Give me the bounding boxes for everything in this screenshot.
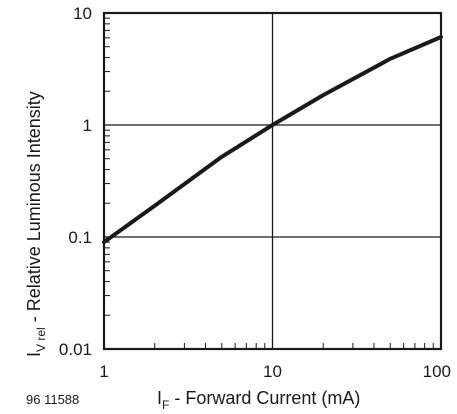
y-tick-label: 10 xyxy=(73,4,92,23)
x-axis-label: IF - Forward Current (mA) xyxy=(157,388,360,412)
y-tick-label: 0.01 xyxy=(59,340,92,359)
figure-id: 96 11588 xyxy=(26,392,79,407)
x-tick-labels: 1 10 100 xyxy=(99,362,451,381)
series-line xyxy=(102,35,443,245)
y-axis-label-rest: - Relative Luminous Intensity xyxy=(24,91,44,327)
x-tick-label: 10 xyxy=(263,362,282,381)
x-axis-label-sub: F xyxy=(162,398,169,412)
y-tick-labels: 0.01 0.1 1 10 xyxy=(59,4,92,359)
x-tick-label: 100 xyxy=(423,362,451,381)
x-axis-label-rest: - Forward Current (mA) xyxy=(169,388,360,408)
y-tick-label: 1 xyxy=(83,116,92,135)
series-layer xyxy=(102,35,443,245)
plot-frame xyxy=(102,11,443,351)
y-tick-label: 0.1 xyxy=(68,228,92,247)
x-tick-label: 1 xyxy=(99,362,108,381)
minor-ticks xyxy=(104,17,434,349)
major-grid xyxy=(104,13,441,349)
y-axis-label-main: I xyxy=(24,352,44,357)
y-axis-label-sub: V rel xyxy=(34,327,48,352)
x-axis-label-main: I xyxy=(157,388,162,408)
y-axis-label: IV rel - Relative Luminous Intensity xyxy=(24,91,48,357)
